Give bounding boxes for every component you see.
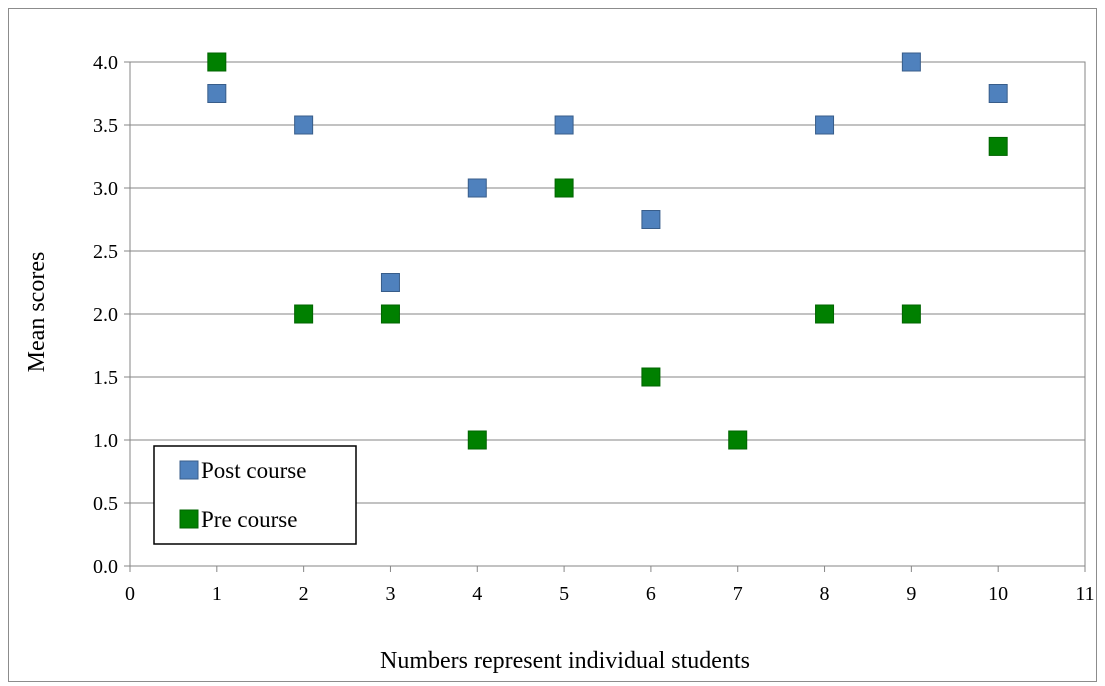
y-tick-label: 1.5 <box>93 367 118 389</box>
x-tick-label: 10 <box>988 583 1008 605</box>
chart-frame <box>8 8 1097 682</box>
point-pre-course <box>294 304 314 324</box>
point-post-course <box>380 273 400 292</box>
x-tick-label: 3 <box>385 583 395 605</box>
x-tick-label: 2 <box>299 583 309 605</box>
point-pre-course <box>901 304 921 324</box>
x-tick-label: 0 <box>125 583 135 605</box>
point-pre-course <box>207 52 227 72</box>
x-tick-label: 7 <box>733 583 743 605</box>
point-post-course <box>641 210 661 229</box>
point-pre-course <box>641 367 661 387</box>
point-pre-course <box>380 304 400 324</box>
x-tick-label: 1 <box>212 583 222 605</box>
x-tick-label: 6 <box>646 583 656 605</box>
legend-marker-pre-course <box>179 509 199 529</box>
point-post-course <box>294 115 314 135</box>
point-post-course <box>901 52 921 72</box>
point-post-course <box>988 84 1008 103</box>
point-post-course <box>815 115 835 135</box>
legend-label-pre-course: Pre course <box>201 507 297 532</box>
point-pre-course <box>728 430 748 450</box>
point-pre-course <box>815 304 835 324</box>
data-points <box>207 52 1008 450</box>
x-axis-title: Numbers represent individual students <box>380 648 750 674</box>
point-pre-course <box>467 430 487 450</box>
x-tick-label: 4 <box>472 583 482 605</box>
legend: Post course Pre course <box>153 445 357 545</box>
point-post-course <box>207 84 227 103</box>
point-post-course <box>554 115 574 135</box>
y-tick-label: 2.5 <box>93 241 118 263</box>
x-tick-label: 11 <box>1075 583 1094 605</box>
y-tick-label: 0.0 <box>93 556 118 578</box>
y-tick-label: 0.5 <box>93 493 118 515</box>
point-pre-course <box>554 178 574 198</box>
x-tick-label: 5 <box>559 583 569 605</box>
y-axis-title: Mean scores <box>24 252 50 373</box>
axes: 0.0 0.5 1.0 1.5 2.0 2.5 3.0 3.5 4.0 0 1 2 3 4 5 6 7 8 9 10 1… <box>93 52 1095 605</box>
legend-label-post-course: Post course <box>201 458 306 483</box>
y-tick-label: 2.0 <box>93 304 118 326</box>
x-tick-label: 8 <box>820 583 830 605</box>
y-tick-label: 3.5 <box>93 115 118 137</box>
y-tick-label: 3.0 <box>93 178 118 200</box>
legend-marker-post-course <box>179 460 199 480</box>
y-tick-label: 1.0 <box>93 430 118 452</box>
point-post-course <box>467 178 487 198</box>
x-tick-label: 9 <box>906 583 916 605</box>
y-tick-label: 4.0 <box>93 52 118 74</box>
point-pre-course <box>988 136 1008 156</box>
